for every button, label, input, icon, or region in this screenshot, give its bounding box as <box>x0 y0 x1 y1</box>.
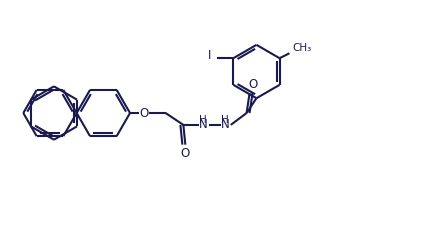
Text: H: H <box>221 115 228 125</box>
Text: I: I <box>207 49 211 62</box>
Text: N: N <box>198 118 207 131</box>
Text: O: O <box>180 147 189 160</box>
Text: CH₃: CH₃ <box>292 43 311 53</box>
Text: O: O <box>139 106 148 119</box>
Text: N: N <box>220 118 229 131</box>
Text: O: O <box>248 78 256 91</box>
Text: H: H <box>199 115 207 125</box>
